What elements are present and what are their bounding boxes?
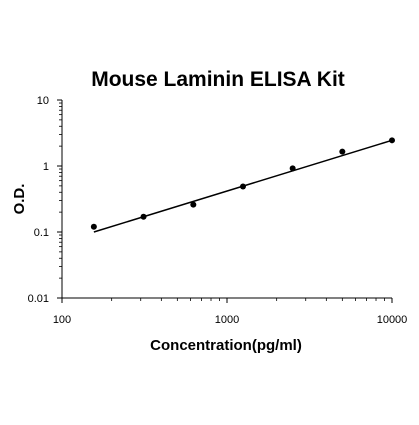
data-point [239,183,246,190]
x-axis-label: Concentration(pg/ml) [150,337,302,354]
x-tick-label: 1000 [215,314,239,326]
plot-area: 0.01 0.1 1 10 100 1000 10000 [28,95,408,326]
x-tick-label: 100 [53,314,71,326]
y-tick-label: 0.1 [34,227,49,239]
data-point [190,201,197,208]
data-point [90,223,97,230]
y-axis-label: O.D. [11,184,28,215]
data-point [140,213,147,220]
data-point [389,137,395,144]
y-tick-label: 0.01 [28,293,49,305]
data-point [339,148,346,155]
data-point [289,165,296,172]
y-tick-label: 1 [43,161,49,173]
x-tick-label: 10000 [377,314,408,326]
y-tick-label: 10 [37,95,49,107]
chart-title: Mouse Laminin ELISA Kit [91,68,345,91]
